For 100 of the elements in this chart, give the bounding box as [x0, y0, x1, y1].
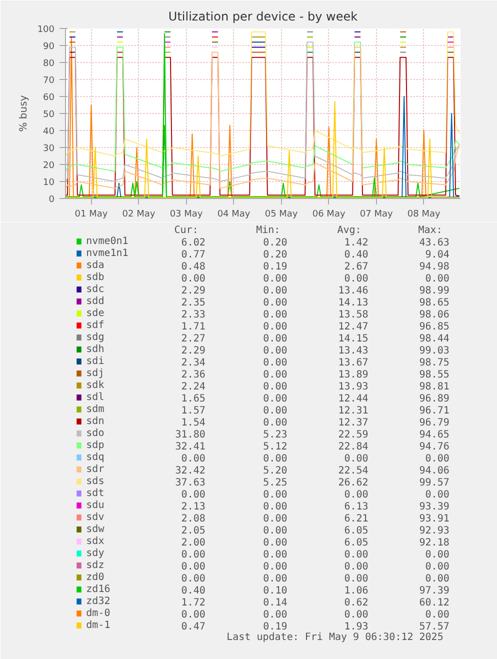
text: 98.55	[419, 370, 450, 380]
text: 0.00	[263, 502, 288, 512]
text: 96.89	[419, 394, 450, 404]
text: 0.19	[263, 262, 288, 272]
text: 5.23	[263, 430, 288, 440]
text: 0.00	[263, 286, 288, 296]
legend-label: sdv	[86, 512, 104, 523]
y-tick-label: 20	[43, 161, 55, 171]
legend-label: zd16	[86, 584, 110, 595]
text: 96.71	[419, 406, 450, 416]
text: 13.67	[338, 358, 368, 368]
text: 1.71	[181, 322, 206, 332]
legend-label: zd32	[86, 596, 110, 607]
text: 92.93	[419, 526, 450, 536]
text: 13.93	[338, 382, 368, 392]
text: 0.00	[425, 274, 450, 284]
text: 1.42	[344, 238, 368, 248]
text: 31.80	[175, 430, 206, 440]
text: 99.03	[419, 346, 450, 356]
text: 0.00	[181, 454, 206, 464]
text: 0.48	[181, 262, 206, 272]
text: 0.00	[344, 610, 368, 620]
text: 0.00	[425, 574, 450, 584]
text: 98.65	[419, 298, 450, 308]
text: 0.77	[181, 250, 206, 260]
text: 0.00	[344, 274, 368, 284]
text: 14.13	[338, 298, 368, 308]
text: 0.00	[263, 358, 288, 368]
text: 0.00	[263, 574, 288, 584]
legend-label: dm-1	[86, 620, 110, 631]
text: 0.00	[263, 382, 288, 392]
text: 2.34	[181, 358, 206, 368]
text: 1.65	[181, 394, 206, 404]
text: 0.00	[263, 550, 288, 560]
legend-label: sdh	[86, 344, 104, 355]
legend-label: zd0	[86, 572, 104, 583]
y-tick-label: 0	[48, 195, 55, 205]
x-tick-label: 05 May	[264, 210, 298, 220]
text: 6.13	[344, 502, 368, 512]
legend-label: nvme0n1	[86, 236, 128, 247]
legend-label: sdy	[86, 548, 104, 559]
text: 0.00	[344, 454, 368, 464]
legend-label: sdi	[86, 356, 104, 367]
text: 2.67	[344, 262, 368, 272]
text: 0.00	[344, 490, 368, 500]
text: 37.63	[175, 478, 206, 488]
legend-label: sdj	[86, 368, 104, 379]
text: Min:	[256, 225, 280, 236]
text: 0.19	[263, 622, 288, 632]
text: 0.00	[263, 310, 288, 320]
text: 0.00	[263, 298, 288, 308]
legend-label: dm-0	[86, 608, 110, 619]
x-tick-label: 03 May	[170, 210, 204, 220]
y-tick-label: 10	[43, 178, 55, 188]
text: 0.00	[181, 274, 206, 284]
text: 2.13	[181, 502, 206, 512]
text: 0.00	[263, 610, 288, 620]
text: 96.79	[419, 418, 450, 428]
text: 43.63	[419, 238, 450, 248]
text: 57.57	[419, 622, 450, 632]
x-tick-label: 07 May	[360, 210, 394, 220]
text: 0.40	[344, 250, 368, 260]
text: 0.10	[263, 586, 288, 596]
text: 0.00	[263, 538, 288, 548]
text: 2.29	[181, 286, 206, 296]
text: 14.15	[338, 334, 368, 344]
text: 0.00	[263, 346, 288, 356]
legend-label: sdn	[86, 416, 104, 427]
text: 2.27	[181, 334, 206, 344]
text: 0.00	[425, 562, 450, 572]
x-tick-label: 02 May	[122, 210, 156, 220]
text: 0.00	[181, 574, 206, 584]
text: 5.25	[263, 478, 288, 488]
text: 0.00	[181, 550, 206, 560]
y-axis-title: % busy	[18, 95, 30, 132]
text: 0.00	[263, 454, 288, 464]
text: 12.31	[338, 406, 368, 416]
x-tick-label: 01 May	[74, 210, 108, 220]
text: 12.37	[338, 418, 368, 428]
text: 60.12	[419, 598, 450, 608]
text: 1.57	[181, 406, 206, 416]
text: 1.06	[344, 586, 368, 596]
text: 13.89	[338, 370, 368, 380]
text: 0.00	[263, 514, 288, 524]
legend-label: sdw	[86, 524, 106, 535]
y-tick-label: 90	[43, 42, 55, 52]
text: 13.58	[338, 310, 368, 320]
legend-label: sdl	[86, 392, 104, 403]
text: 0.00	[263, 394, 288, 404]
text: 6.05	[344, 526, 368, 536]
text: 93.39	[419, 502, 450, 512]
text: 2.00	[181, 538, 206, 548]
y-tick-label: 70	[43, 76, 55, 86]
text: 22.59	[338, 430, 368, 440]
legend-label: sdu	[86, 500, 104, 511]
text: 97.39	[419, 586, 450, 596]
text: Max:	[418, 225, 442, 236]
text: 13.46	[338, 286, 368, 296]
text: 0.00	[344, 550, 368, 560]
text: 0.00	[263, 526, 288, 536]
